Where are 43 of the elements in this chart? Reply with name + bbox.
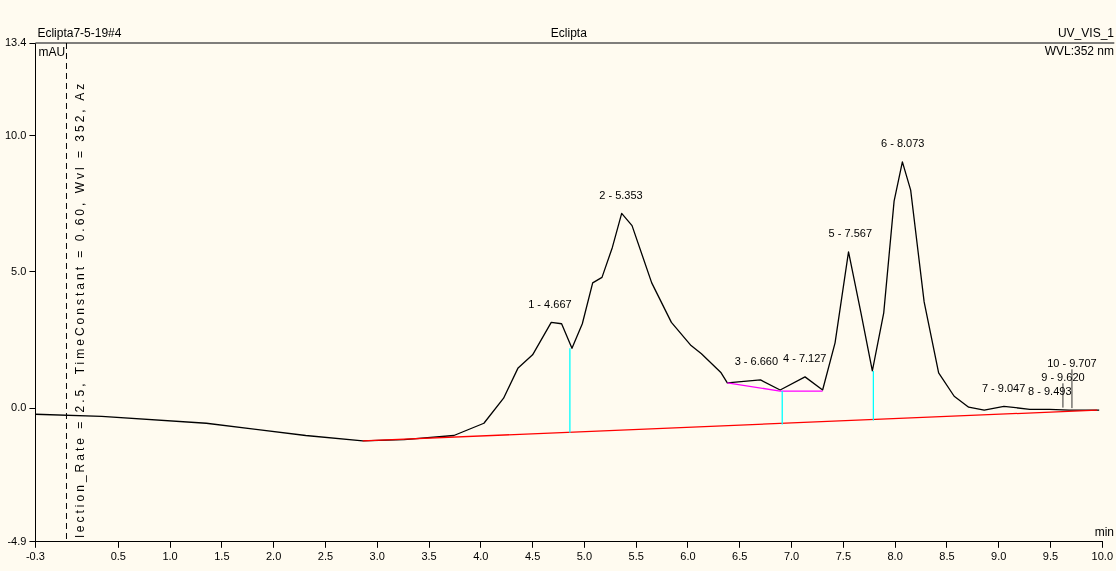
x-axis-title: min [1094, 525, 1114, 540]
x-tick-label: 4.5 [524, 550, 541, 563]
annotation: 10 - 9.707 [1047, 356, 1097, 369]
annotation: 7 - 9.047 [981, 381, 1026, 394]
chart-title: Eclipta [550, 26, 588, 41]
x-tick-label: 7.5 [835, 550, 851, 563]
y-tick-label: 0.0 [11, 401, 27, 414]
annotation: 8 - 9.493 [1028, 384, 1072, 397]
y-axis-title: mAU [38, 45, 66, 60]
x-tick-label: 2.0 [266, 550, 282, 563]
x-tick-label: 8.5 [939, 550, 955, 563]
x-tick-label: 1.0 [162, 550, 178, 563]
x-tick-label: 4.0 [473, 550, 489, 563]
x-tick-label: 5.0 [576, 550, 593, 563]
annotation: lection_Rate = 2.5, TimeConstant = 0.60, Wvl = 352, Az [72, 80, 87, 538]
x-tick-label: 8.0 [887, 550, 903, 563]
annotation: WVL:352 nm [1044, 44, 1114, 59]
x-tick-label: 9.5 [1042, 550, 1059, 563]
x-tick-label: 2.5 [317, 550, 334, 563]
x-tick-label: 0.5 [110, 550, 126, 563]
x-tick-label: -0.3 [25, 550, 45, 563]
x-tick-label: 5.5 [628, 550, 644, 563]
x-tick-label: 1.5 [214, 550, 230, 563]
x-tick-label: 3.5 [421, 550, 437, 563]
x-tick-label: 7.0 [783, 550, 800, 563]
annotation: 5 - 7.567 [828, 227, 872, 240]
y-tick-label: 10.0 [4, 128, 27, 141]
annotation: 9 - 9.620 [1041, 370, 1085, 383]
x-tick-label: 3.0 [369, 550, 385, 563]
x-tick-label: 9.0 [991, 550, 1007, 563]
y-tick-label: 13.4 [4, 36, 27, 49]
annotation: 1 - 4.667 [528, 297, 572, 310]
chart-subtitle: Eclipta7-5-19#4 [37, 26, 122, 41]
annotation: 3 - 6.660 [734, 355, 779, 368]
y-tick-label: -4.9 [7, 534, 27, 547]
annotation: 6 - 8.073 [880, 137, 925, 150]
x-tick-label: 6.5 [732, 550, 748, 563]
annotation: 4 - 7.127 [783, 352, 827, 365]
x-tick-label: 10.0 [1091, 550, 1114, 563]
text: UV_VIS_1 [1057, 26, 1115, 41]
annotation: 2 - 5.353 [599, 188, 643, 201]
y-tick-label: 5.0 [11, 264, 27, 277]
x-tick-label: 6.0 [680, 550, 696, 563]
